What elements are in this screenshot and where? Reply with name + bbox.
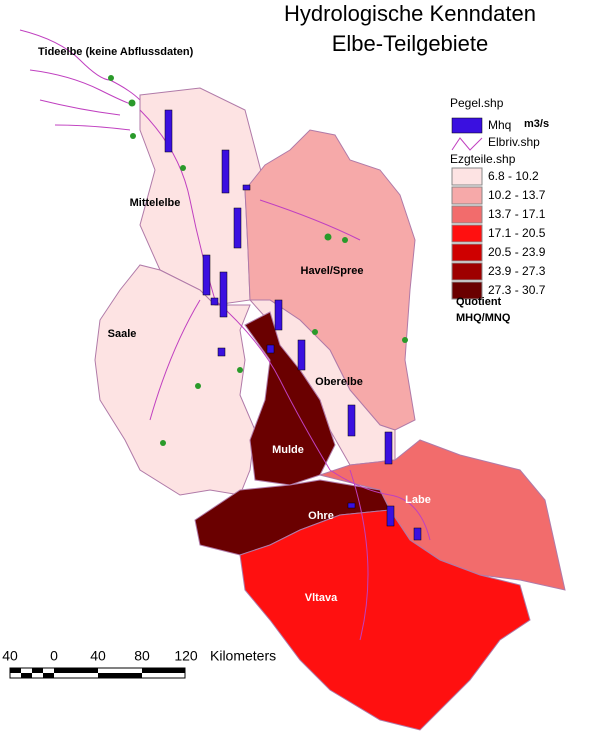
legend-class-label: 20.5 - 23.9 <box>488 245 546 259</box>
gauge-bar <box>242 184 251 191</box>
legend-item: Mhq <box>488 118 511 132</box>
gauge-bar <box>221 149 230 194</box>
legend-class-label: 27.3 - 30.7 <box>488 283 546 297</box>
scale-label: 40 <box>2 648 18 664</box>
gauge-bar <box>164 109 173 153</box>
region-label: Labe <box>405 494 431 506</box>
legend-layer: Ezgteile.shp <box>450 152 516 166</box>
legend-class-label: 17.1 - 20.5 <box>488 226 546 240</box>
legend-swatch <box>451 262 483 281</box>
legend-quantity: Quotient <box>456 296 502 308</box>
gauge-bar <box>217 347 226 357</box>
region-label: Ohre <box>308 510 334 522</box>
title-line: Elbe-Teilgebiete <box>332 31 489 56</box>
region-label: Mulde <box>272 444 304 456</box>
rivers <box>139 109 431 641</box>
scale-label: 80 <box>134 648 150 664</box>
legend-swatch <box>451 281 483 300</box>
scale-label: 0 <box>50 648 58 664</box>
gauge-bar <box>202 254 211 296</box>
gauge-bar <box>219 271 228 318</box>
legend-swatch <box>451 243 483 262</box>
title-line: Hydrologische Kenndaten <box>284 1 536 26</box>
legend-swatch <box>451 186 483 205</box>
gauge-bar <box>347 404 356 437</box>
gauge-bar <box>233 207 242 249</box>
scale-bar: 40 0 40 80 120 Kilometers <box>2 648 276 679</box>
region-label: Vltava <box>305 592 338 604</box>
scale-label: 40 <box>90 648 106 664</box>
gauges <box>164 109 422 541</box>
gauge-bar <box>347 502 356 509</box>
scale-label: 120 <box>174 648 198 664</box>
region-label: Havel/Spree <box>301 265 364 277</box>
legend-class-label: 10.2 - 13.7 <box>488 188 546 202</box>
legend: Pegel.shp Mhq m3/s Elbriv.shp Ezgteile.s… <box>450 96 549 324</box>
legend-layer: Pegel.shp <box>450 96 504 110</box>
gauge-bar <box>413 527 422 541</box>
legend-swatch <box>451 205 483 224</box>
rivers-tide <box>19 29 141 131</box>
legend-unit: m3/s <box>524 118 549 130</box>
region-label: Mittelelbe <box>130 197 181 209</box>
region-saale <box>94 264 256 496</box>
stations <box>108 75 408 446</box>
region-label: Tideelbe (keine Abflussdaten) <box>38 46 194 58</box>
gauge-bar <box>297 339 306 371</box>
legend-river-swatch <box>451 137 483 151</box>
gauge-bar <box>384 431 393 465</box>
legend-gauge-swatch <box>451 117 483 134</box>
region-label: Saale <box>108 328 137 340</box>
legend-layer: Elbriv.shp <box>488 135 540 149</box>
gauge-bar <box>266 344 275 354</box>
legend-class-label: 13.7 - 17.1 <box>488 207 546 221</box>
gauge-bar <box>210 297 219 306</box>
region-vltava <box>239 509 531 731</box>
gauge-bar <box>274 299 283 331</box>
legend-swatch <box>451 224 483 243</box>
gauge-bar <box>386 505 395 527</box>
legend-class-label: 6.8 - 10.2 <box>488 169 539 183</box>
legend-quantity: MHQ/MNQ <box>456 312 511 324</box>
scale-unit: Kilometers <box>210 648 276 664</box>
region-label: Oberelbe <box>315 376 363 388</box>
legend-class-label: 23.9 - 27.3 <box>488 264 546 278</box>
legend-swatch <box>451 167 483 186</box>
